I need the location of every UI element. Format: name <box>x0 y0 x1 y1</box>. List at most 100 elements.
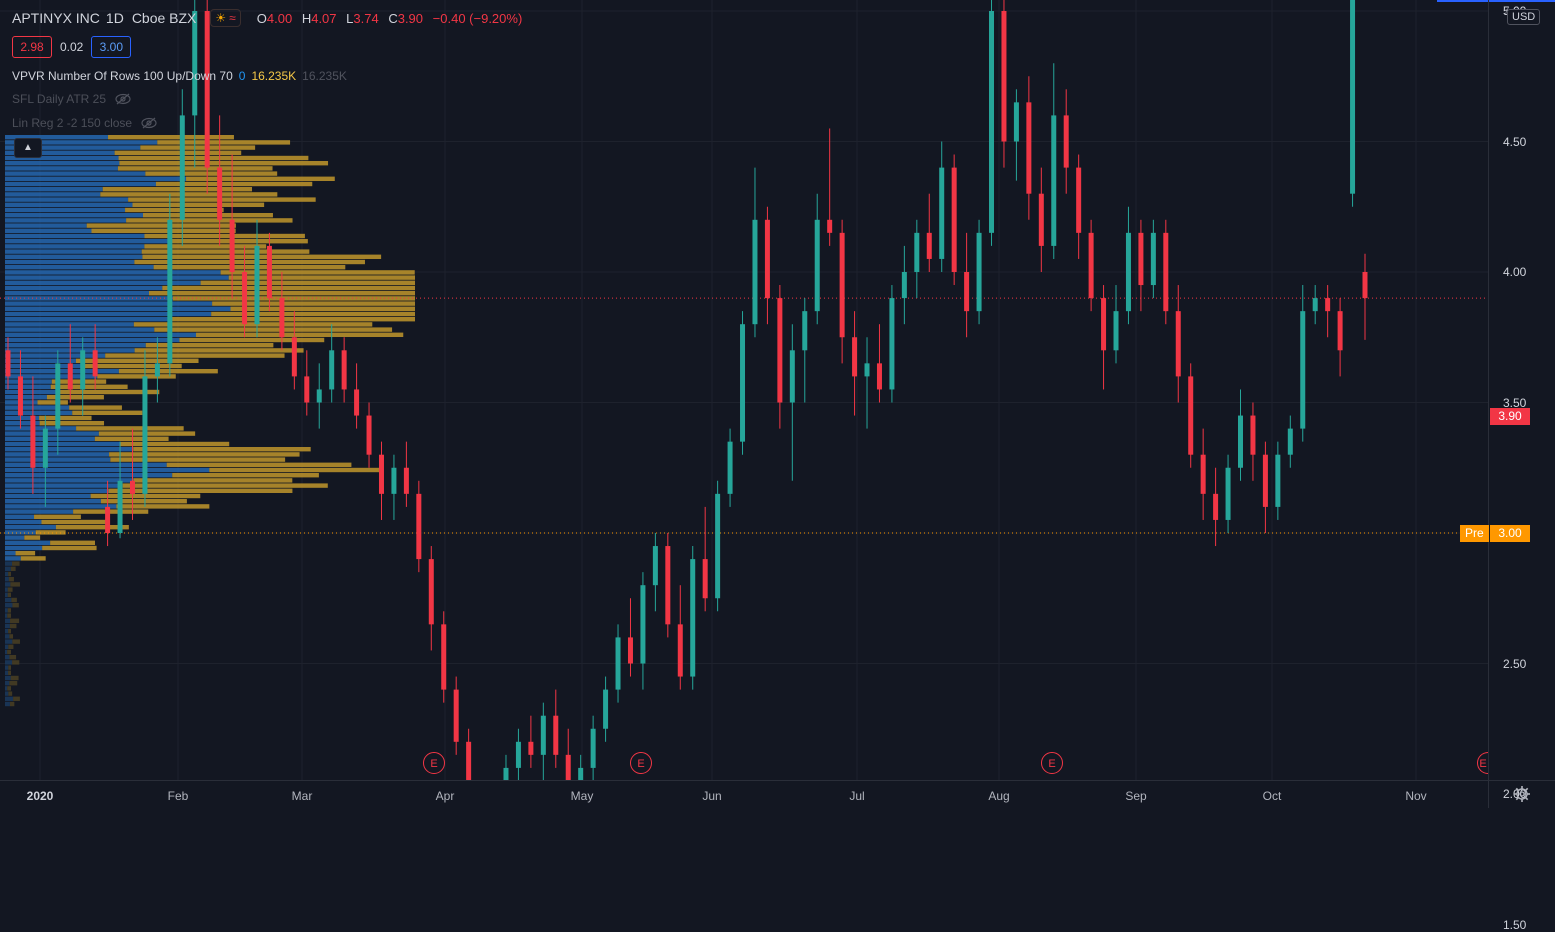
eye-crossed-icon[interactable] <box>114 93 132 105</box>
candle-body <box>578 767 584 794</box>
vpvr-up-bar <box>5 233 145 239</box>
candle-body <box>802 311 808 351</box>
vpvr-up-bar <box>5 140 158 145</box>
bid-ask-quote: 2.98 0.02 3.00 <box>12 36 132 58</box>
vpvr-down-bar <box>118 155 309 161</box>
time-label: May <box>570 789 594 803</box>
candle-body <box>914 232 920 272</box>
chart-pane[interactable] <box>0 0 1488 925</box>
vpvr-down-bar <box>230 306 415 311</box>
vpvr-up-bar <box>5 530 36 535</box>
vpvr-up-bar <box>5 655 10 660</box>
vpvr-up-bar <box>5 358 76 363</box>
price-axis[interactable]: 7.00 6.506.005.505.004.504.003.503.002.5… <box>1488 0 1555 932</box>
top-accent-bar <box>1437 0 1555 2</box>
vpvr-up-bar <box>5 363 85 369</box>
vpvr-down-bar <box>10 675 19 681</box>
vpvr-down-bar <box>10 618 20 623</box>
vpvr-up-bar <box>5 311 212 317</box>
indicator-vpvr-label: VPVR Number Of Rows 100 Up/Down 70 <box>12 69 233 83</box>
indicator-linreg-label: Lin Reg 2 -2 150 close <box>12 116 133 130</box>
vpvr-up-bar <box>5 561 13 566</box>
high-label: H <box>301 10 312 26</box>
candle-body <box>1038 193 1044 246</box>
earnings-marker[interactable]: E <box>630 752 652 774</box>
eye-crossed-icon[interactable] <box>140 117 158 129</box>
time-label: Nov <box>1405 789 1427 803</box>
market-status-badge[interactable]: ☀ ≈ <box>210 9 241 27</box>
symbol-legend[interactable]: APTINYX INC 1D Cboe BZX ☀ ≈ O4.00 H4.07 L… <box>12 9 528 27</box>
vpvr-up-bar <box>5 395 47 400</box>
indicator-vpvr[interactable]: VPVR Number Of Rows 100 Up/Down 70 0 16.… <box>12 69 347 83</box>
vpvr-down-bar <box>8 670 11 675</box>
vpvr-down-bar <box>90 493 201 499</box>
vpvr-down-bar <box>8 665 11 670</box>
vpvr-down-bar <box>69 405 122 410</box>
candle-body <box>1076 167 1082 233</box>
vpvr-up-bar <box>5 275 229 280</box>
collapse-legend-button[interactable]: ▲ <box>14 138 42 158</box>
symbol-name[interactable]: APTINYX INC <box>12 10 100 26</box>
earnings-marker[interactable]: E <box>423 752 445 774</box>
vpvr-up-bar <box>5 436 95 441</box>
vpvr-down-bar <box>133 447 311 452</box>
indicator-linreg[interactable]: Lin Reg 2 -2 150 close <box>12 116 158 130</box>
vpvr-up-bar <box>5 592 8 597</box>
vpvr-up-bar <box>5 551 16 556</box>
price-chart[interactable] <box>0 0 1488 925</box>
candle-body <box>266 245 272 299</box>
open-label: O <box>256 10 267 26</box>
candle-body <box>167 219 173 364</box>
vpvr-up-bar <box>5 571 9 577</box>
vpvr-down-bar <box>220 270 415 275</box>
time-axis[interactable]: 2020 Feb Mar Apr May Jun Jul Aug Sep Oct Nov <box>0 780 1488 808</box>
vpvr-down-bar <box>145 343 274 348</box>
ask-price[interactable]: 3.00 <box>91 36 132 58</box>
earnings-marker[interactable]: E <box>1041 752 1063 774</box>
vpvr-down-bar <box>39 415 92 421</box>
vpvr-down-bar <box>15 551 36 556</box>
vpvr-up-bar <box>5 488 109 493</box>
timeframe[interactable]: 1D <box>105 10 124 26</box>
vpvr-down-bar <box>154 327 393 332</box>
vpvr-down-bar <box>133 322 373 327</box>
time-label: Jun <box>702 789 722 803</box>
price-tick-label: 2.50 <box>1503 656 1527 671</box>
candle-body <box>627 637 633 664</box>
vpvr-down-bar <box>9 655 17 660</box>
vpvr-up-bar <box>5 218 127 223</box>
vpvr-up-bar <box>5 441 121 447</box>
candle-body <box>740 324 746 442</box>
bid-price[interactable]: 2.98 <box>12 36 52 58</box>
vpvr-up-bar <box>5 509 74 514</box>
vpvr-down-bar <box>118 369 218 374</box>
candle-body <box>926 232 932 259</box>
vpvr-down-bar <box>212 301 415 306</box>
vpvr-down-bar <box>211 311 415 317</box>
premarket-price-tag: 3.00 <box>1490 525 1530 542</box>
vpvr-down-bar <box>144 244 267 249</box>
vpvr-down-bar <box>186 176 335 181</box>
vpvr-down-bar <box>7 587 13 592</box>
vpvr-up-bar <box>5 187 103 192</box>
vpvr-up-bar <box>5 691 9 696</box>
vpvr-up-bar <box>5 249 142 254</box>
indicator-atr[interactable]: SFL Daily ATR 25 <box>12 92 132 106</box>
vpvr-down-bar <box>209 467 382 473</box>
price-tick-label: 1.50 <box>1503 917 1527 932</box>
vpvr-up-bar <box>5 181 156 187</box>
currency-badge[interactable]: USD <box>1507 9 1541 25</box>
vpvr-down-bar <box>114 150 242 155</box>
vpvr-down-bar <box>86 223 236 228</box>
candle-body <box>92 350 98 377</box>
vpvr-up-bar <box>5 270 221 275</box>
price-tick-label: 4.50 <box>1503 134 1527 149</box>
candle-body <box>154 363 160 377</box>
vpvr-up-bar <box>5 410 73 415</box>
candle-body <box>117 480 123 533</box>
price-tick-label: 3.50 <box>1503 395 1527 410</box>
vpvr-up-bar <box>5 389 60 395</box>
candle-body <box>640 585 646 664</box>
gear-icon[interactable] <box>1513 785 1531 803</box>
vpvr-down-bar <box>119 161 329 166</box>
